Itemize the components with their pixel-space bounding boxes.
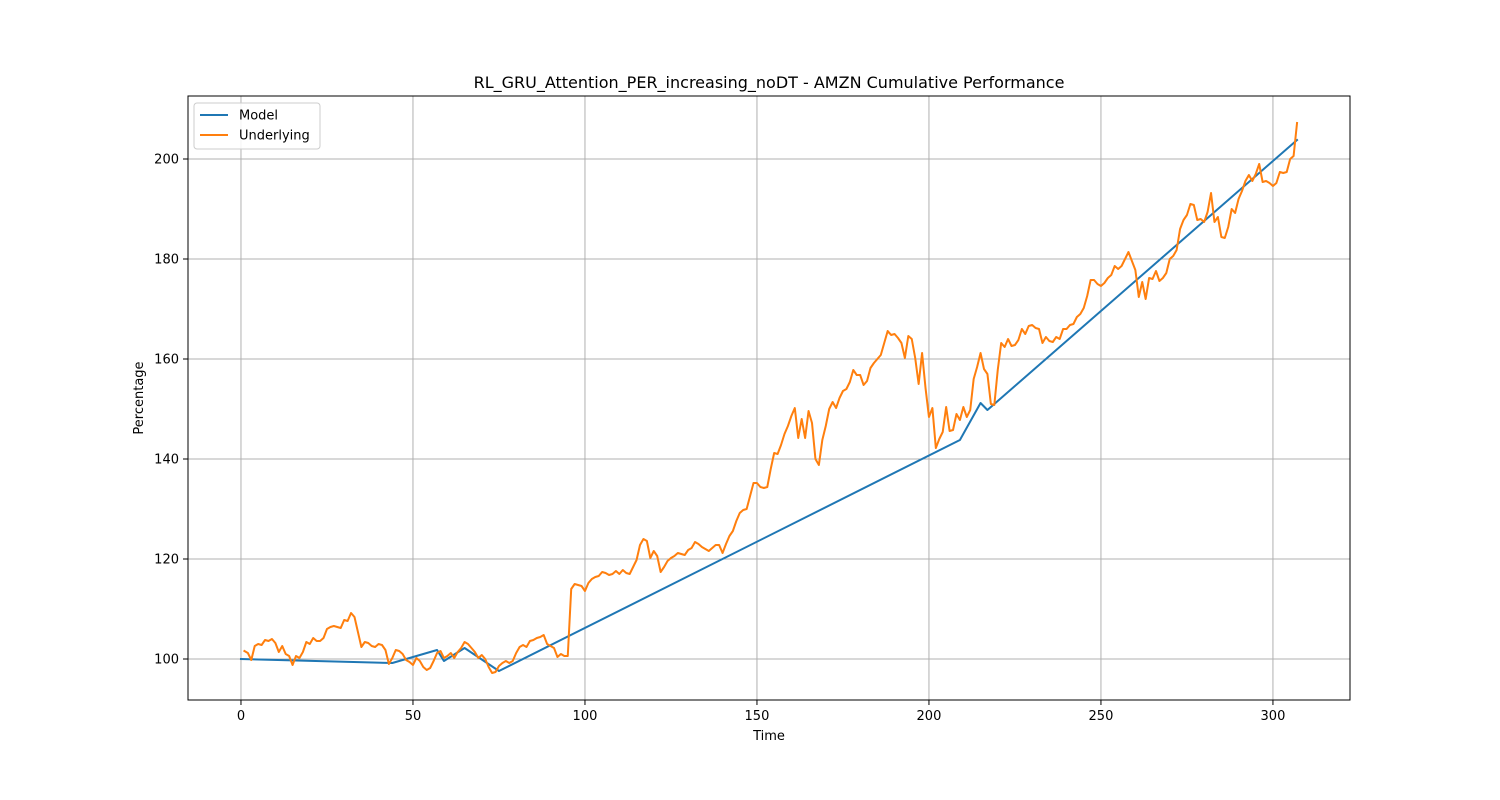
legend-label-underlying: Underlying [239,129,310,144]
series-layer [239,121,1299,674]
series-line-model [239,138,1299,672]
legend: Model Underlying [193,102,321,150]
y-axis-label: Percentage [132,361,147,434]
x-tick-label: 50 [405,709,422,724]
y-tick-label: 100 [154,653,179,668]
grid-lines [188,96,1350,700]
x-tick-label: 300 [1261,709,1286,724]
x-axis-ticks: 0 50 100 150 200 250 300 [237,700,1286,724]
x-tick-label: 150 [745,709,770,724]
y-tick-label: 180 [154,253,179,268]
y-tick-label: 160 [154,353,179,368]
x-tick-label: 100 [573,709,598,724]
x-axis-label: Time [752,729,785,744]
x-tick-label: 250 [1089,709,1114,724]
series-line-underlying [243,121,1299,674]
x-tick-label: 0 [237,709,245,724]
y-tick-label: 140 [154,453,179,468]
x-tick-label: 200 [917,709,942,724]
chart-title: RL_GRU_Attention_PER_increasing_noDT - A… [474,73,1065,93]
y-axis-ticks: 100 120 140 160 180 200 [154,153,188,668]
y-tick-label: 200 [154,153,179,168]
plot-frame [187,95,1351,701]
y-tick-label: 120 [154,553,179,568]
legend-label-model: Model [239,109,278,124]
